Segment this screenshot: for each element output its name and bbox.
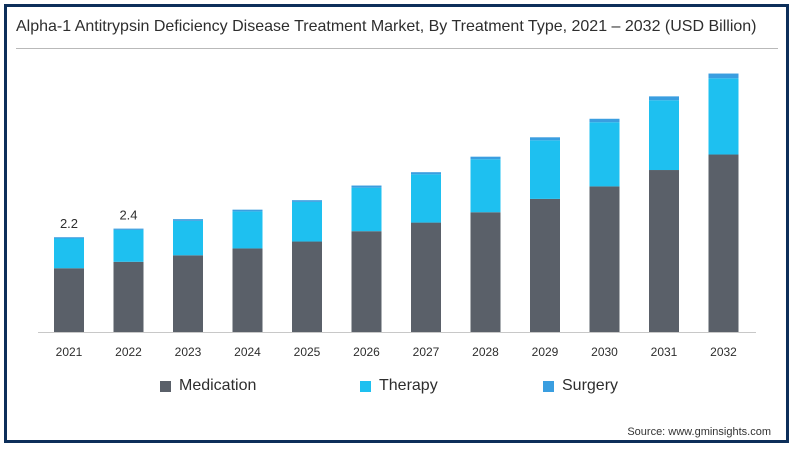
bar-surgery-2023 <box>173 219 203 221</box>
bar-medication-2026 <box>351 231 382 332</box>
x-tick-label-2023: 2023 <box>175 345 202 359</box>
bar-medication-2032 <box>708 154 739 332</box>
bar-medication-2030 <box>589 186 620 332</box>
x-tick-label-2029: 2029 <box>532 345 559 359</box>
bar-therapy-2031 <box>649 100 679 171</box>
legend-label-medication: Medication <box>179 377 257 394</box>
legend: Medication Therapy Surgery <box>0 377 799 399</box>
bar-medication-2028 <box>470 212 501 332</box>
legend-swatch-therapy <box>360 380 371 392</box>
legend-item-medication: Medication <box>160 377 256 395</box>
bar-medication-2023 <box>173 255 203 332</box>
bar-therapy-2028 <box>470 159 501 213</box>
x-tick-label-2032: 2032 <box>710 345 737 359</box>
bar-surgery-2021 <box>54 237 84 239</box>
data-label-2022: 2.4 <box>119 208 137 223</box>
bar-medication-2024 <box>232 248 263 332</box>
legend-item-surgery: Surgery <box>543 377 618 395</box>
x-tick-label-2027: 2027 <box>413 345 440 359</box>
bar-therapy-2026 <box>351 187 382 232</box>
x-tick-label-2026: 2026 <box>353 345 380 359</box>
x-tick-label-2030: 2030 <box>591 345 618 359</box>
x-tick-label-2024: 2024 <box>234 345 261 359</box>
bar-surgery-2026 <box>351 185 382 188</box>
legend-item-therapy: Therapy <box>360 377 438 395</box>
legend-label-therapy: Therapy <box>379 377 438 394</box>
x-tick-label-2022: 2022 <box>115 345 142 359</box>
bar-therapy-2030 <box>589 122 620 187</box>
bar-surgery-2024 <box>232 209 263 212</box>
source-note: Source: www.gminsights.com <box>627 426 771 438</box>
x-tick-label-2021: 2021 <box>56 345 83 359</box>
bar-surgery-2022 <box>113 228 144 230</box>
bar-surgery-2032 <box>708 73 739 79</box>
bar-medication-2021 <box>54 268 84 332</box>
bar-surgery-2028 <box>470 156 501 160</box>
bar-surgery-2030 <box>589 118 620 123</box>
bar-surgery-2025 <box>292 200 322 202</box>
title-divider <box>16 48 778 49</box>
bar-therapy-2022 <box>113 229 144 262</box>
bar-surgery-2027 <box>411 172 441 175</box>
bar-therapy-2025 <box>292 201 322 242</box>
bar-therapy-2027 <box>411 174 441 223</box>
x-tick-label-2031: 2031 <box>651 345 678 359</box>
bar-medication-2031 <box>649 170 679 332</box>
bar-medication-2025 <box>292 241 322 332</box>
x-tick-label-2025: 2025 <box>294 345 321 359</box>
bar-surgery-2029 <box>530 137 560 141</box>
bar-therapy-2029 <box>530 140 560 199</box>
chart-title: Alpha-1 Antitrypsin Deficiency Disease T… <box>16 18 757 35</box>
bar-medication-2027 <box>411 222 441 332</box>
bar-therapy-2021 <box>54 238 84 269</box>
bar-medication-2022 <box>113 261 144 332</box>
bar-therapy-2024 <box>232 211 263 249</box>
bar-therapy-2032 <box>708 78 739 155</box>
legend-swatch-surgery <box>543 380 554 392</box>
bar-medication-2029 <box>530 198 560 332</box>
legend-label-surgery: Surgery <box>562 377 619 394</box>
data-label-2021: 2.2 <box>60 216 78 231</box>
bar-therapy-2023 <box>173 220 203 256</box>
bar-surgery-2031 <box>649 96 679 101</box>
legend-swatch-medication <box>160 380 171 392</box>
x-tick-label-2028: 2028 <box>472 345 499 359</box>
